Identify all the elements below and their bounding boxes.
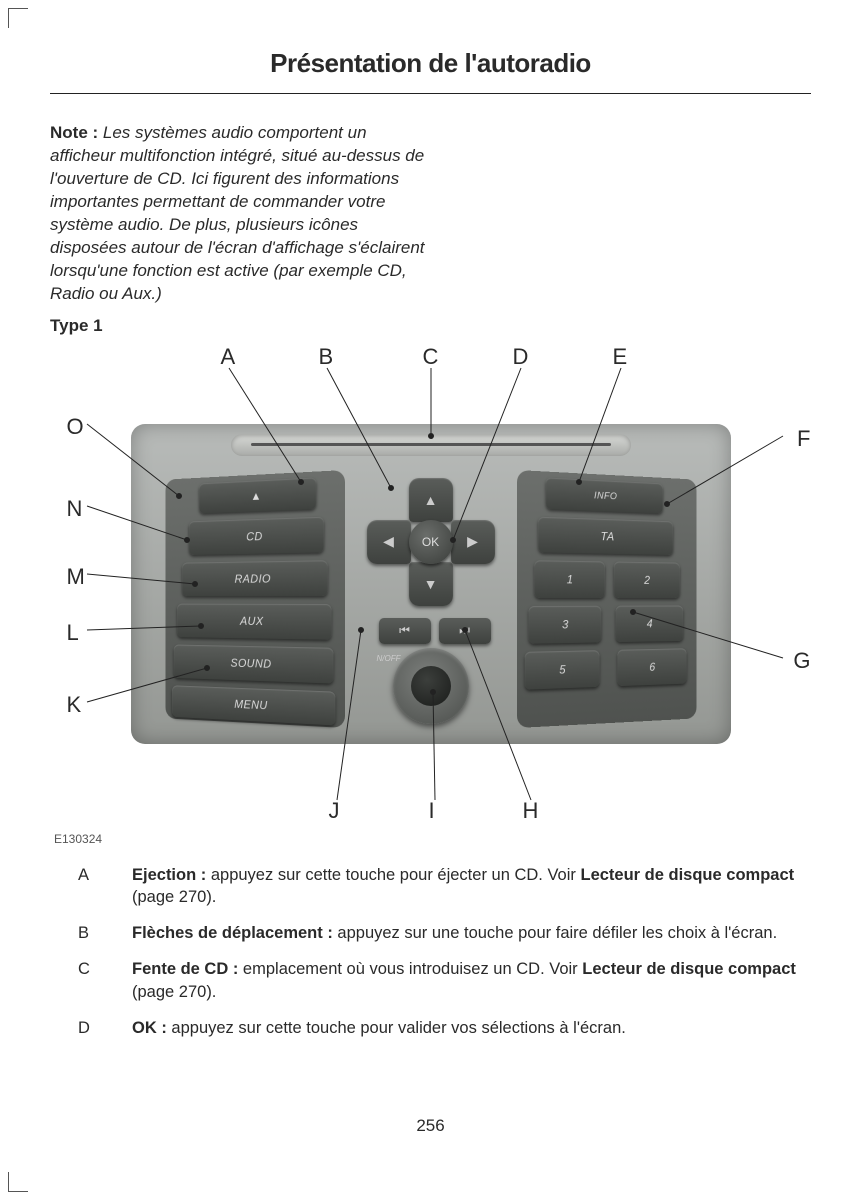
callout-B: B xyxy=(319,344,334,370)
desc-text: (page 270). xyxy=(132,983,216,1001)
arrow-left: ◀ xyxy=(367,520,411,564)
desc-bold: Lecteur de disque compact xyxy=(580,866,794,884)
preset-2: 2 xyxy=(613,561,679,597)
aux-button: AUX xyxy=(177,603,331,639)
callout-E: E xyxy=(613,344,628,370)
cd-slot xyxy=(231,434,631,456)
radio-diagram: A B C D E F G O N M L K J I H ▲ CD RADIO… xyxy=(51,344,811,824)
callout-J: J xyxy=(329,798,340,824)
desc-item-B: B Flèches de déplacement : appuyez sur u… xyxy=(50,922,811,944)
note-body: Les systèmes audio comportent un affiche… xyxy=(50,123,425,303)
image-code: E130324 xyxy=(54,832,811,846)
description-list: A Ejection : appuyez sur cette touche po… xyxy=(50,864,811,1040)
desc-bold: OK : xyxy=(132,1019,167,1037)
desc-item-A: A Ejection : appuyez sur cette touche po… xyxy=(50,864,811,909)
radio-button: RADIO xyxy=(182,560,327,596)
seek-prev: ⏮ xyxy=(379,618,431,644)
sound-button: SOUND xyxy=(173,644,333,683)
info-button: INFO xyxy=(545,477,662,513)
onoff-label: N/OFF xyxy=(377,654,401,663)
ok-button: OK xyxy=(409,520,453,564)
page-number: 256 xyxy=(0,1116,861,1136)
seek-next: ⏭ xyxy=(439,618,491,644)
desc-bold: Fente de CD : xyxy=(132,960,238,978)
desc-bold: Lecteur de disque compact xyxy=(582,960,796,978)
crop-mark xyxy=(8,1172,28,1192)
callout-O: O xyxy=(67,414,84,440)
preset-6: 6 xyxy=(617,648,686,686)
radio-device: ▲ CD RADIO AUX SOUND MENU INFO TA 1 2 3 … xyxy=(131,424,731,744)
desc-text: appuyez sur cette touche pour valider vo… xyxy=(167,1019,626,1037)
callout-M: M xyxy=(67,564,85,590)
callout-F: F xyxy=(797,426,810,452)
preset-5: 5 xyxy=(524,650,599,690)
desc-letter: B xyxy=(78,922,96,944)
dpad: ▲ ▼ ◀ ▶ OK xyxy=(367,478,495,606)
preset-1: 1 xyxy=(534,560,605,598)
preset-3: 3 xyxy=(528,605,601,643)
desc-letter: A xyxy=(78,864,96,909)
callout-D: D xyxy=(513,344,529,370)
desc-item-D: D OK : appuyez sur cette touche pour val… xyxy=(50,1017,811,1039)
arrow-down: ▼ xyxy=(409,562,453,606)
callout-K: K xyxy=(67,692,82,718)
type-label: Type 1 xyxy=(50,316,811,336)
desc-body: Flèches de déplacement : appuyez sur une… xyxy=(132,922,777,944)
arrow-right: ▶ xyxy=(451,520,495,564)
desc-body: Fente de CD : emplacement où vous introd… xyxy=(132,958,799,1003)
desc-item-C: C Fente de CD : emplacement où vous intr… xyxy=(50,958,811,1003)
eject-button: ▲ xyxy=(199,477,316,513)
desc-text: appuyez sur une touche pour faire défile… xyxy=(333,924,777,942)
desc-text: emplacement où vous introduisez un CD. V… xyxy=(238,960,582,978)
callout-C: C xyxy=(423,344,439,370)
ta-button: TA xyxy=(538,516,673,554)
right-button-panel: INFO TA 1 2 3 4 5 6 xyxy=(517,470,697,728)
desc-body: Ejection : appuyez sur cette touche pour… xyxy=(132,864,799,909)
crop-mark xyxy=(8,8,28,28)
callout-A: A xyxy=(221,344,236,370)
desc-body: OK : appuyez sur cette touche pour valid… xyxy=(132,1017,626,1039)
callout-L: L xyxy=(67,620,79,646)
desc-letter: D xyxy=(78,1017,96,1039)
left-button-panel: ▲ CD RADIO AUX SOUND MENU xyxy=(165,470,345,728)
arrow-up: ▲ xyxy=(409,478,453,522)
page-title: Présentation de l'autoradio xyxy=(50,48,811,94)
volume-knob xyxy=(393,648,469,724)
callout-H: H xyxy=(523,798,539,824)
desc-bold: Ejection : xyxy=(132,866,206,884)
callout-G: G xyxy=(793,648,810,674)
callout-I: I xyxy=(429,798,435,824)
eject-icon: ▲ xyxy=(250,488,261,502)
desc-text: appuyez sur cette touche pour éjecter un… xyxy=(206,866,580,884)
menu-button: MENU xyxy=(172,685,335,725)
preset-4: 4 xyxy=(615,605,683,642)
note-paragraph: Note : Les systèmes audio comportent un … xyxy=(50,122,431,306)
note-lead: Note : xyxy=(50,123,98,142)
cd-button: CD xyxy=(188,516,323,554)
desc-text: (page 270). xyxy=(132,888,216,906)
desc-bold: Flèches de déplacement : xyxy=(132,924,333,942)
callout-N: N xyxy=(67,496,83,522)
desc-letter: C xyxy=(78,958,96,1003)
